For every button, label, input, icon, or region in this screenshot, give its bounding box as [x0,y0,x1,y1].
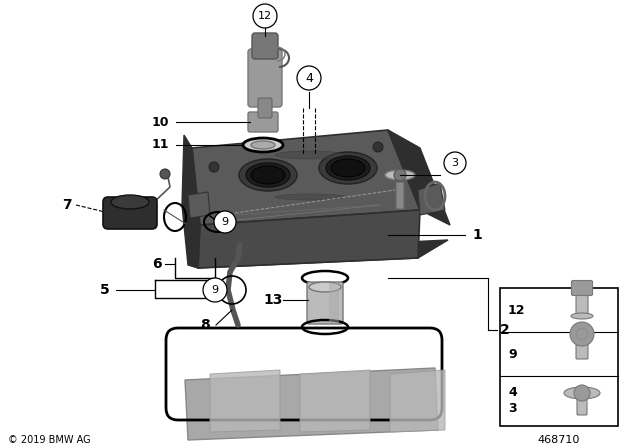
FancyBboxPatch shape [248,49,282,107]
Circle shape [214,211,236,233]
Ellipse shape [319,152,377,184]
Ellipse shape [385,170,415,180]
Text: 1: 1 [472,228,482,242]
Ellipse shape [571,313,593,319]
Circle shape [297,66,321,90]
Text: 4: 4 [508,387,516,400]
Text: 9: 9 [508,348,516,361]
Text: 7: 7 [62,198,72,212]
Ellipse shape [251,166,285,184]
Text: © 2019 BMW AG: © 2019 BMW AG [8,435,91,445]
Text: 3: 3 [508,402,516,415]
FancyBboxPatch shape [258,98,272,118]
Text: 12: 12 [258,11,272,21]
Circle shape [160,169,170,179]
Ellipse shape [275,151,345,159]
FancyBboxPatch shape [577,395,587,415]
Text: 9: 9 [211,285,219,295]
Polygon shape [198,240,448,268]
Text: 11: 11 [152,138,170,151]
Bar [500,288,618,426]
FancyBboxPatch shape [252,33,278,59]
Polygon shape [188,192,210,218]
Circle shape [209,162,219,172]
Circle shape [570,322,594,346]
Text: 2: 2 [500,323,509,337]
Ellipse shape [326,156,370,180]
Polygon shape [185,368,438,440]
Ellipse shape [564,387,600,399]
Text: 13: 13 [263,293,282,307]
FancyBboxPatch shape [103,197,157,229]
FancyBboxPatch shape [576,337,588,359]
Circle shape [394,169,406,181]
Circle shape [253,4,277,28]
Polygon shape [300,370,370,432]
Polygon shape [210,370,280,432]
Ellipse shape [251,141,275,149]
Circle shape [574,385,590,401]
Circle shape [576,328,588,340]
Text: 4: 4 [305,72,313,85]
Text: 12: 12 [508,303,525,316]
Text: 468710: 468710 [538,435,580,445]
Ellipse shape [111,195,149,209]
Text: 9: 9 [221,217,228,227]
Ellipse shape [239,159,297,191]
Circle shape [203,278,227,302]
Circle shape [373,142,383,152]
Ellipse shape [331,159,365,177]
Text: 5: 5 [100,283,109,297]
FancyBboxPatch shape [572,280,593,296]
Polygon shape [390,370,445,432]
Text: 3: 3 [451,158,458,168]
Text: 8: 8 [200,318,210,332]
FancyBboxPatch shape [248,112,278,132]
FancyBboxPatch shape [329,283,339,323]
Circle shape [444,152,466,174]
Ellipse shape [243,138,283,152]
Ellipse shape [309,282,341,292]
Text: 10: 10 [152,116,170,129]
FancyBboxPatch shape [307,282,343,324]
Polygon shape [418,183,445,215]
Polygon shape [198,210,420,268]
Polygon shape [388,130,450,225]
Polygon shape [182,135,200,268]
FancyBboxPatch shape [396,182,404,209]
FancyBboxPatch shape [576,291,588,315]
Polygon shape [192,130,420,225]
Ellipse shape [246,163,290,187]
Ellipse shape [275,194,345,200]
Text: 6: 6 [152,257,162,271]
